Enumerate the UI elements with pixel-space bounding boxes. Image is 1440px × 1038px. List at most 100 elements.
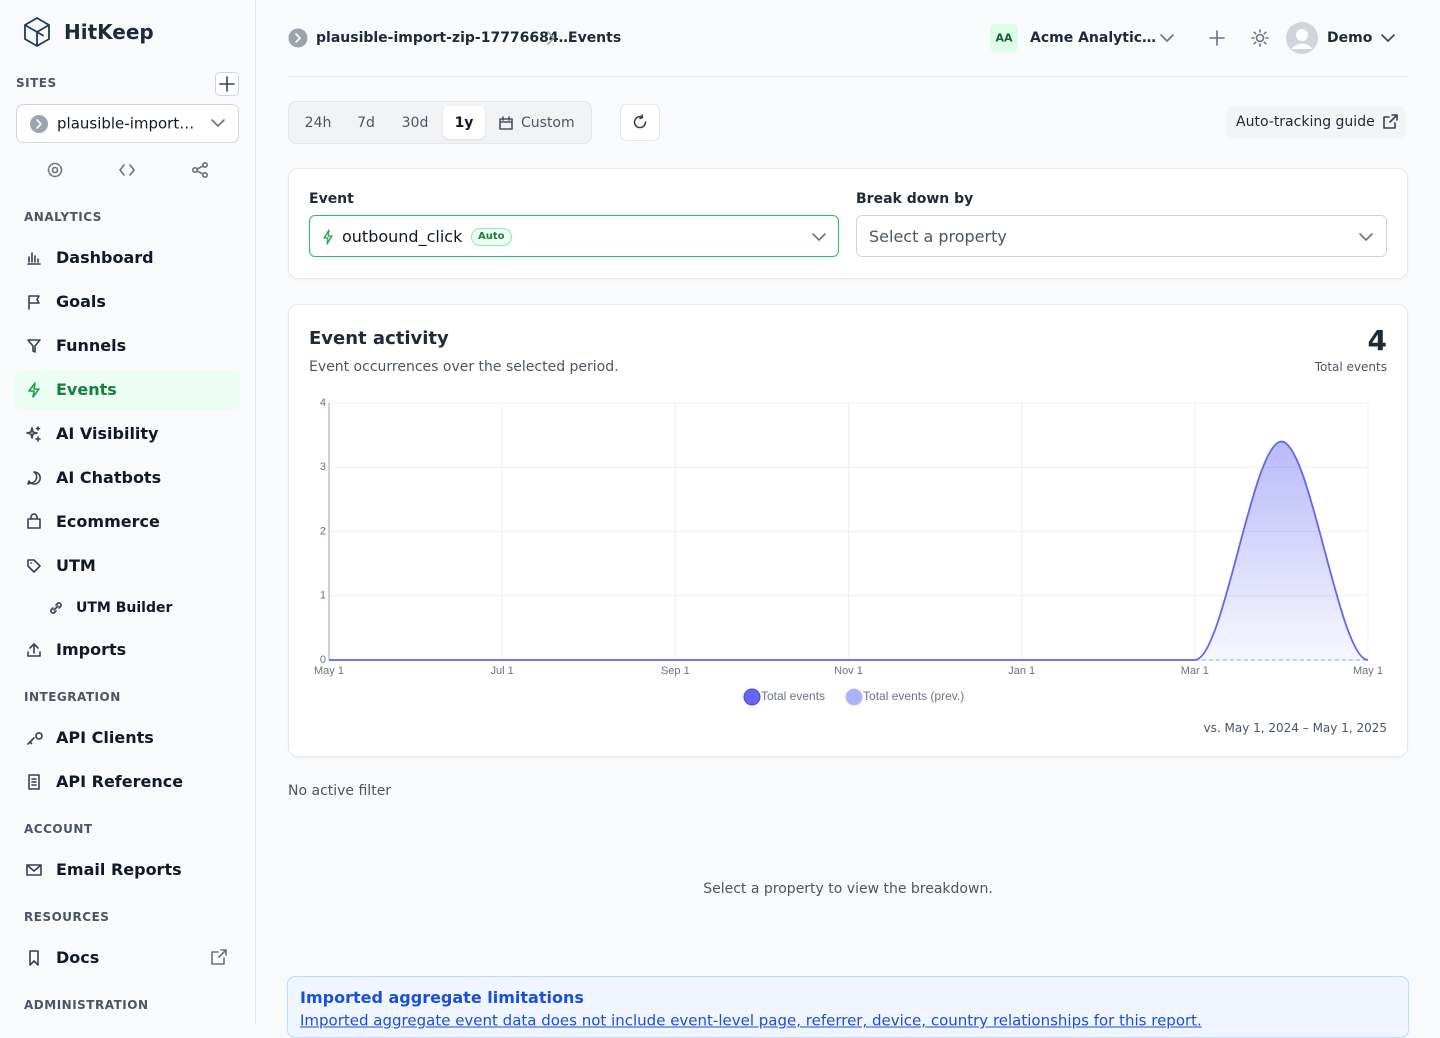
event-name: outbound_click <box>342 227 463 246</box>
nav-item[interactable]: Ecommerce <box>14 502 240 542</box>
org-avatar: AA <box>990 24 1018 52</box>
user-avatar[interactable] <box>1286 22 1318 54</box>
event-badge-text: Auto <box>478 231 505 242</box>
nav-item[interactable]: Goals <box>14 282 240 322</box>
nav-icon <box>26 864 42 876</box>
nav-icon <box>27 732 43 745</box>
breakdown-label: Break down by <box>856 191 974 207</box>
area <box>329 441 1368 660</box>
nav-label: Goals <box>56 292 106 311</box>
brand-name: HitKeep <box>64 20 154 44</box>
range-label: 7d <box>357 115 375 131</box>
x-tick-label: May 1 <box>1353 665 1383 677</box>
x-tick-label: Mar 1 <box>1181 665 1209 677</box>
nav-item[interactable]: Email Reports <box>14 850 240 890</box>
x-tick-label: Jan 1 <box>1008 665 1035 677</box>
nav-label: AI Chatbots <box>56 468 162 487</box>
org-name[interactable]: Acme Analytic… <box>1030 30 1157 46</box>
site-select[interactable]: plausible-import… <box>16 104 239 143</box>
line <box>329 440 1369 661</box>
nav-icon <box>28 295 40 310</box>
range-label: 30d <box>401 115 429 131</box>
empty-message: Select a property to view the breakdown. <box>703 881 993 897</box>
nav-icon <box>27 339 41 353</box>
notice-text: Imported aggregate event data does not i… <box>300 1011 1202 1030</box>
nav-item[interactable]: Events <box>14 370 240 410</box>
total-label: Total events <box>1314 360 1387 374</box>
nav-item[interactable]: Dashboard <box>14 238 240 278</box>
nav-label: UTM Builder <box>76 600 173 616</box>
brand-logo <box>24 17 50 47</box>
add-button[interactable] <box>1209 30 1225 46</box>
nav-item[interactable]: AI Visibility <box>14 414 240 454</box>
chart-card: Event activity Event occurrences over th… <box>288 304 1408 757</box>
nav-item[interactable]: Funnels <box>14 326 240 366</box>
breakdown-select[interactable]: Select a property <box>856 215 1387 257</box>
y-tick-label: 1 <box>320 590 326 602</box>
range-picker: 24h 7d 30d 1y Custom <box>288 101 592 144</box>
nav-label: API Reference <box>56 772 184 791</box>
nav-label: Events <box>56 380 117 399</box>
nav-heading: INTEGRATION <box>24 690 121 704</box>
chart-title: Event activity <box>309 328 449 349</box>
guide-button[interactable]: Auto-tracking guide <box>1226 106 1406 138</box>
nav-item[interactable]: Imports <box>14 630 240 670</box>
range-option[interactable]: 1y <box>443 106 485 139</box>
header-divider <box>288 76 1408 77</box>
theme-toggle[interactable] <box>1251 29 1269 47</box>
range-option[interactable]: 24h <box>293 106 343 139</box>
comparison: vs. May 1, 2024 – May 1, 2025 <box>1203 721 1387 735</box>
share-icon[interactable] <box>191 161 209 179</box>
nav-heading: ANALYTICS <box>24 210 102 224</box>
range-option[interactable]: Custom <box>489 106 587 139</box>
x-tick-label: Jul 1 <box>491 665 514 677</box>
nav-item[interactable]: UTM <box>14 546 240 586</box>
settings-icon[interactable] <box>47 162 63 178</box>
nav-label: API Clients <box>56 728 154 747</box>
guide-label: Auto-tracking guide <box>1236 114 1375 130</box>
range-option[interactable]: 7d <box>343 106 389 139</box>
nav-label: AI Visibility <box>56 424 159 443</box>
nav-icon <box>28 382 40 398</box>
legend-swatch <box>845 688 863 706</box>
filter-card: Event outbound_click Auto Break down by … <box>288 168 1408 279</box>
sites-label: SITES <box>16 76 57 90</box>
nav-item[interactable]: API Reference <box>14 762 240 802</box>
nav-heading: ADMINISTRATION <box>24 998 149 1012</box>
nav-heading: ACCOUNT <box>24 822 93 836</box>
sidebar: HitKeep SITES plausible-import… ANALYTIC… <box>0 0 256 1024</box>
filter-status: No active filter <box>288 783 392 799</box>
nav-item[interactable]: AI Chatbots <box>14 458 240 498</box>
code-icon[interactable] <box>119 162 135 178</box>
event-select[interactable]: outbound_click Auto <box>309 215 839 257</box>
nav-icon <box>27 643 41 657</box>
add-site-button[interactable] <box>215 72 239 96</box>
org-initials: AA <box>995 31 1013 45</box>
y-tick-label: 4 <box>320 397 326 409</box>
legend-label: Total events (prev.) <box>863 689 964 703</box>
refresh-button[interactable] <box>620 104 660 141</box>
event-label: Event <box>309 191 354 207</box>
nav-item[interactable]: API Clients <box>14 718 240 758</box>
nav-icon <box>29 950 39 966</box>
site-name: plausible-import… <box>57 114 195 133</box>
event-badge: Auto <box>471 228 512 246</box>
nav-icon <box>27 559 41 573</box>
chart-subtitle: Event occurrences over the selected peri… <box>309 359 619 375</box>
nav-icon <box>50 602 62 614</box>
y-tick-label: 0 <box>320 654 326 666</box>
user-name[interactable]: Demo <box>1327 30 1373 46</box>
y-tick-label: 2 <box>320 525 326 537</box>
nav-label: Funnels <box>56 336 127 355</box>
legend-label: Total events <box>761 689 825 703</box>
breadcrumb-site[interactable]: plausible-import-zip-17776684… <box>316 30 573 46</box>
notice-title: Imported aggregate limitations <box>300 988 584 1007</box>
total-value: 4 <box>1367 324 1387 357</box>
nav-item[interactable]: UTM Builder <box>14 588 240 628</box>
nav-item[interactable]: Docs <box>14 938 240 978</box>
chart: 0 1 2 3 4 May 1 Jul 1 Sep 1 Nov 1 Jan 1 Mar 1 May 1… <box>314 397 1383 706</box>
nav-label: Docs <box>56 948 100 967</box>
range-option[interactable]: 30d <box>389 106 441 139</box>
nav-icon <box>27 471 41 485</box>
nav-icon <box>28 774 40 790</box>
